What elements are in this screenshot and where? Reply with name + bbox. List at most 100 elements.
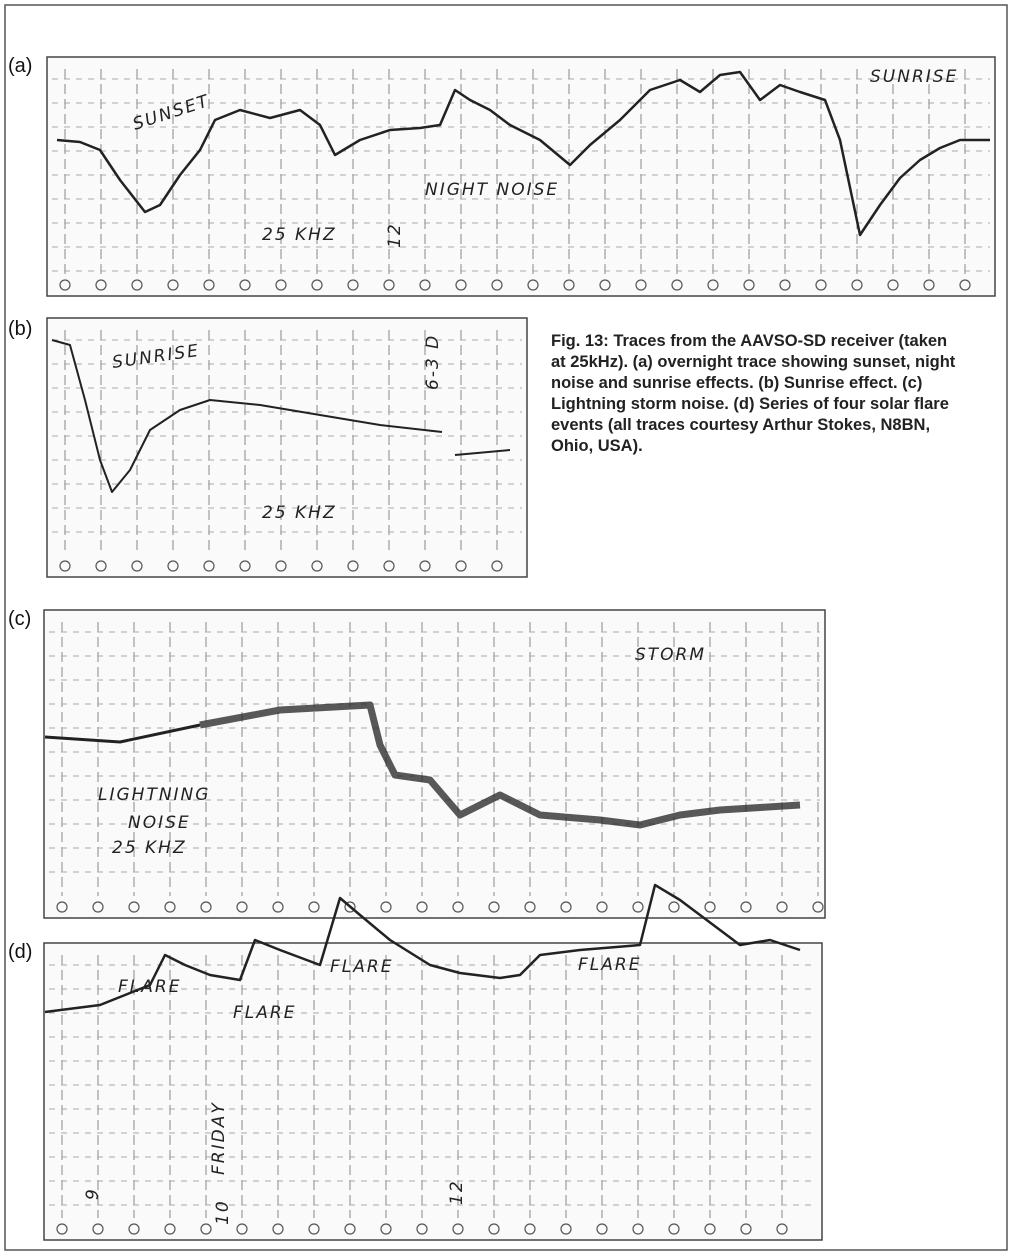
sprocket-hole xyxy=(887,279,899,291)
annotation: FLARE xyxy=(118,977,181,997)
sprocket-hole xyxy=(740,901,752,913)
panel-frame xyxy=(43,942,823,1241)
trace xyxy=(44,883,801,1014)
panel-label: (c) xyxy=(8,608,31,630)
annotation: 6-3 D xyxy=(423,334,443,390)
sprocket-hole xyxy=(599,279,611,291)
sprocket-hole xyxy=(239,560,251,572)
sprocket-hole xyxy=(383,279,395,291)
frames xyxy=(43,56,996,1241)
sprocket-hole xyxy=(236,1223,248,1235)
sprocket-hole xyxy=(707,279,719,291)
sprocket-hole xyxy=(851,279,863,291)
annotation: 12 xyxy=(385,222,405,248)
sprocket-hole xyxy=(632,901,644,913)
sprocket-hole xyxy=(131,560,143,572)
sprocket-hole xyxy=(524,901,536,913)
sprocket-hole xyxy=(272,901,284,913)
sprocket-hole xyxy=(344,901,356,913)
sprocket-hole xyxy=(203,560,215,572)
sprocket-hole xyxy=(776,1223,788,1235)
sprocket-hole xyxy=(812,901,824,913)
sprocket-hole xyxy=(704,1223,716,1235)
sprocket-hole xyxy=(455,279,467,291)
sprocket-hole xyxy=(488,901,500,913)
sprocket-hole xyxy=(779,279,791,291)
sprocket-hole xyxy=(740,1223,752,1235)
annotation: NIGHT NOISE xyxy=(425,180,559,200)
sprocket-hole xyxy=(200,1223,212,1235)
sprocket-hole xyxy=(488,1223,500,1235)
sprocket-hole xyxy=(419,560,431,572)
trace xyxy=(199,701,801,829)
sprocket-hole xyxy=(380,901,392,913)
sprocket-hole xyxy=(419,279,431,291)
sprocket-hole xyxy=(560,1223,572,1235)
sprocket-hole xyxy=(164,1223,176,1235)
sprocket-hole xyxy=(311,560,323,572)
annotation: 25 KHZ xyxy=(262,225,337,245)
sprocket-hole xyxy=(167,279,179,291)
sprocket-hole xyxy=(347,560,359,572)
sprocket-hole xyxy=(59,279,71,291)
annotation: 25 KHZ xyxy=(112,838,187,858)
panel-label: (b) xyxy=(8,318,32,340)
annotation: FLARE xyxy=(233,1003,296,1023)
sprocket-hole xyxy=(164,901,176,913)
sprocket-hole xyxy=(128,901,140,913)
sprocket-hole xyxy=(92,901,104,913)
sprocket-hole xyxy=(959,279,971,291)
panel-frame xyxy=(46,56,996,297)
sprocket-hole xyxy=(275,279,287,291)
sprocket-hole xyxy=(452,1223,464,1235)
annotation: 9 xyxy=(83,1187,103,1200)
sprocket-hole xyxy=(167,560,179,572)
trace xyxy=(51,339,443,493)
sprocket-hole xyxy=(815,279,827,291)
sprocket-hole xyxy=(308,1223,320,1235)
sprocket-hole xyxy=(416,1223,428,1235)
sprocket-hole xyxy=(275,560,287,572)
sprocket-hole xyxy=(668,901,680,913)
sprocket-hole xyxy=(491,279,503,291)
sprocket-hole xyxy=(671,279,683,291)
sprocket-hole xyxy=(380,1223,392,1235)
sprocket-hole xyxy=(632,1223,644,1235)
sprocket-hole xyxy=(596,901,608,913)
sprocket-hole xyxy=(776,901,788,913)
sprocket-hole xyxy=(524,1223,536,1235)
sprocket-hole xyxy=(455,560,467,572)
sprocket-hole xyxy=(635,279,647,291)
annotation: SUNRISE xyxy=(870,67,958,87)
trace xyxy=(56,70,990,237)
annotation: FLARE xyxy=(330,957,393,977)
sprocket-hole xyxy=(203,279,215,291)
sprocket-hole xyxy=(131,279,143,291)
trace xyxy=(454,449,511,456)
sprocket-hole xyxy=(383,560,395,572)
annotation: FRIDAY xyxy=(209,1101,229,1175)
sprocket-hole xyxy=(272,1223,284,1235)
sprocket-hole xyxy=(560,901,572,913)
sprocket-hole xyxy=(743,279,755,291)
sprocket-hole xyxy=(128,1223,140,1235)
sprocket-hole xyxy=(95,279,107,291)
sprocket-hole xyxy=(344,1223,356,1235)
sprocket-hole xyxy=(239,279,251,291)
sprocket-hole xyxy=(95,560,107,572)
sprocket-hole xyxy=(491,560,503,572)
outer-border xyxy=(4,4,1008,1251)
sprocket-hole xyxy=(596,1223,608,1235)
panel-label: (d) xyxy=(8,941,32,963)
panel-frame xyxy=(43,609,826,919)
trace xyxy=(44,723,201,744)
sprocket-hole xyxy=(416,901,428,913)
sprocket-hole xyxy=(347,279,359,291)
sprocket-hole xyxy=(92,1223,104,1235)
panel-label: (a) xyxy=(8,55,32,77)
sprocket-hole xyxy=(452,901,464,913)
annotation: 12 xyxy=(447,1179,467,1205)
annotation: LIGHTNING xyxy=(98,785,210,805)
